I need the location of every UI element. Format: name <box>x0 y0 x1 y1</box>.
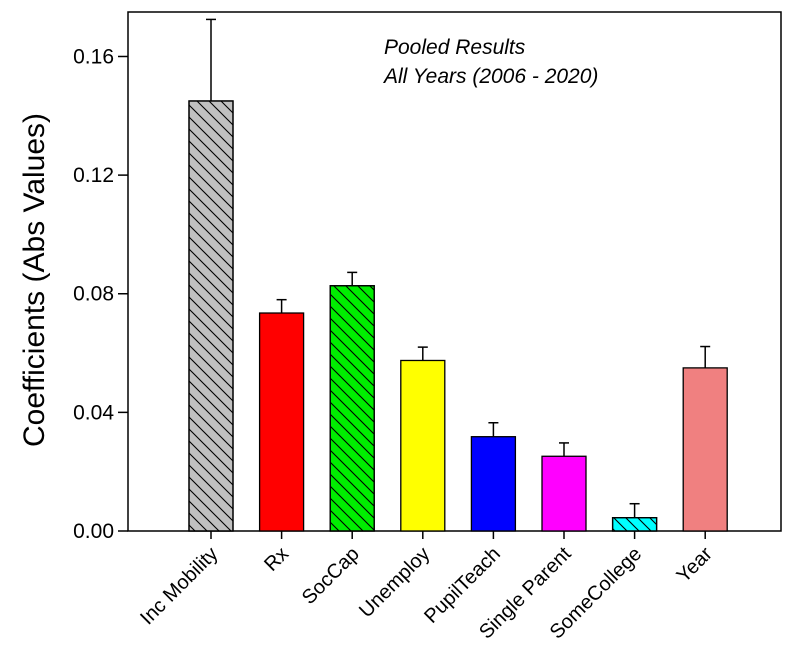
bars-layer <box>188 18 728 532</box>
x-axis-labels: Inc Mobility Rx SocCapUnemployPupilTeachSi… <box>136 531 717 643</box>
y-axis-title: Coefficients (Abs Values) <box>18 113 51 447</box>
plot-border <box>127 11 782 532</box>
bar-pupilteach <box>470 436 517 532</box>
y-axis: 0.00 0.04 0.08 0.12 0.16 <box>73 45 128 543</box>
y-tick-label: 0.04 <box>73 401 114 424</box>
bar-hatch <box>329 285 375 532</box>
y-tick-label: 0.00 <box>73 520 114 543</box>
y-tick-label: 0.08 <box>73 283 114 306</box>
x-tick-label: SocCap <box>298 543 364 609</box>
x-tick-label: Year <box>673 543 717 587</box>
bar-hatch <box>188 100 234 532</box>
bar-rx <box>258 312 305 532</box>
y-tick-label: 0.12 <box>73 164 114 187</box>
bar-hatch <box>611 517 658 532</box>
plot-frame <box>127 11 782 532</box>
bar-single-parent <box>541 455 587 532</box>
y-tick-label: 0.16 <box>73 45 114 68</box>
annotation-line-2: All Years (2006 - 2020) <box>382 65 598 88</box>
bar-year <box>682 367 728 532</box>
annotation-line-1: Pooled Results <box>384 36 526 59</box>
bar-unemploy <box>400 359 446 532</box>
x-tick-label: Inc Mobility <box>136 543 222 629</box>
x-tick-label: Rx <box>260 543 293 576</box>
